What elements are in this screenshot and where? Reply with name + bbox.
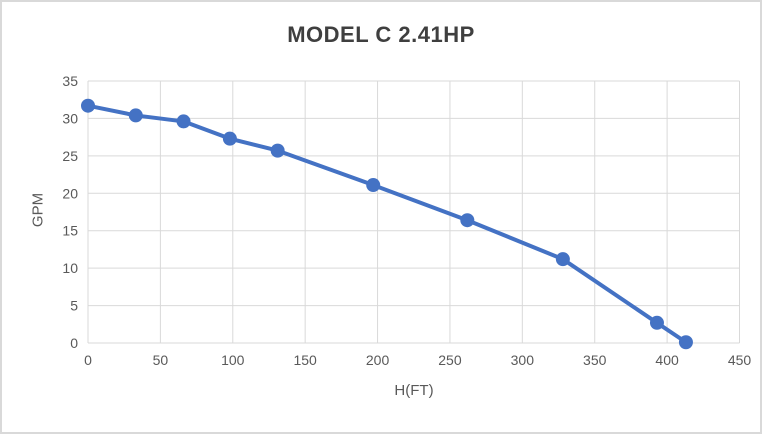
y-tick-label: 20 [62, 185, 78, 201]
y-tick-label: 0 [70, 335, 78, 351]
series-line [86, 103, 688, 345]
data-point [555, 252, 570, 267]
y-tick-label: 10 [62, 260, 78, 276]
x-tick-label: 200 [366, 352, 390, 368]
x-tick-label: 250 [438, 352, 462, 368]
y-tick-label: 15 [62, 223, 78, 239]
data-point [270, 143, 285, 158]
data-point [222, 131, 237, 146]
x-tick-label: 0 [84, 352, 92, 368]
y-tick-label: 30 [62, 110, 78, 126]
x-axis-title: H(FT) [394, 382, 434, 399]
x-tick-label: 350 [583, 352, 607, 368]
data-point [81, 98, 95, 113]
y-tick-label: 35 [62, 73, 78, 89]
x-tick-label: 300 [511, 352, 535, 368]
data-point [176, 114, 191, 129]
x-tick-label: 50 [153, 352, 169, 368]
data-point [460, 213, 475, 228]
data-point [366, 178, 381, 193]
chart-title: MODEL C 2.41HP [287, 22, 475, 47]
data-point [128, 108, 143, 123]
y-axis-title: GPM [29, 192, 47, 228]
x-tick-label: 450 [728, 352, 752, 368]
y-tick-label: 5 [70, 298, 78, 314]
x-tick-label: 400 [655, 352, 679, 368]
data-point [678, 335, 693, 350]
x-tick-label: 100 [221, 352, 245, 368]
y-tick-label: 25 [62, 148, 78, 164]
x-tick-label: 150 [293, 352, 317, 368]
data-point [649, 315, 664, 330]
